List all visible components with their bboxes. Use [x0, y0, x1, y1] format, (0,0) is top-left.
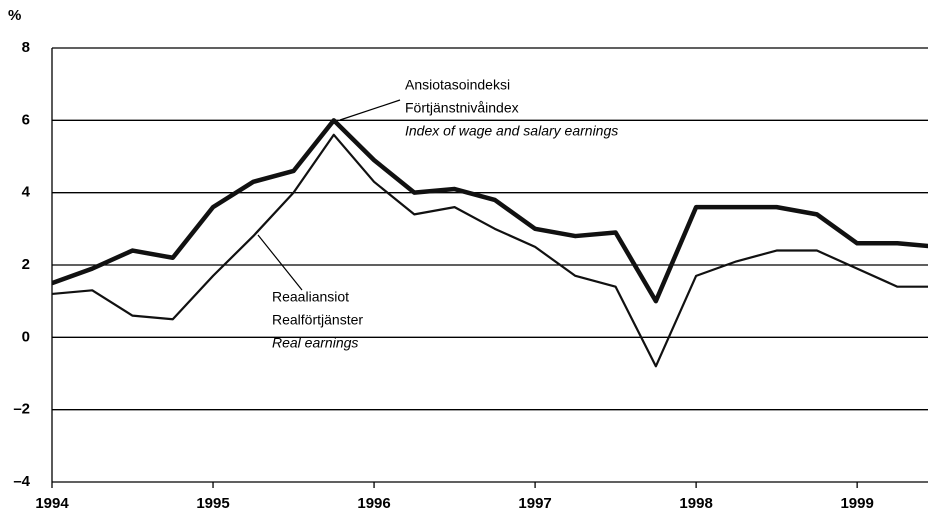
x-tick-label: 1998: [679, 495, 712, 512]
y-axis-label: %: [8, 7, 21, 24]
annotation-text: Ansiotasoindeksi: [405, 77, 510, 93]
annotation-text: Förtjänstnivåindex: [405, 100, 519, 116]
x-tick-label: 1996: [357, 495, 390, 512]
y-tick-label: 8: [22, 39, 30, 56]
annotation-text: Real earnings: [272, 335, 358, 351]
y-tick-label: –2: [13, 401, 30, 418]
x-tick-label: 1999: [840, 495, 873, 512]
y-tick-label: 4: [22, 184, 31, 201]
plot-area: [52, 118, 928, 368]
series-line: [52, 118, 928, 304]
series-line: [52, 133, 928, 368]
y-tick-label: –4: [13, 473, 30, 490]
x-tick-label: 1997: [518, 495, 551, 512]
annotation-leader: [339, 99, 401, 121]
y-tick-label: 2: [22, 256, 30, 273]
x-tick-label: 1995: [196, 495, 229, 512]
y-tick-label: 6: [22, 111, 30, 128]
annotation-text: Realförtjänster: [272, 312, 363, 328]
x-tick-label: 1994: [35, 495, 69, 512]
annotation-leader: [257, 234, 303, 291]
annotation-text: Index of wage and salary earnings: [405, 123, 618, 139]
annotation-text: Reaaliansiot: [272, 289, 349, 305]
y-tick-label: 0: [22, 328, 30, 345]
